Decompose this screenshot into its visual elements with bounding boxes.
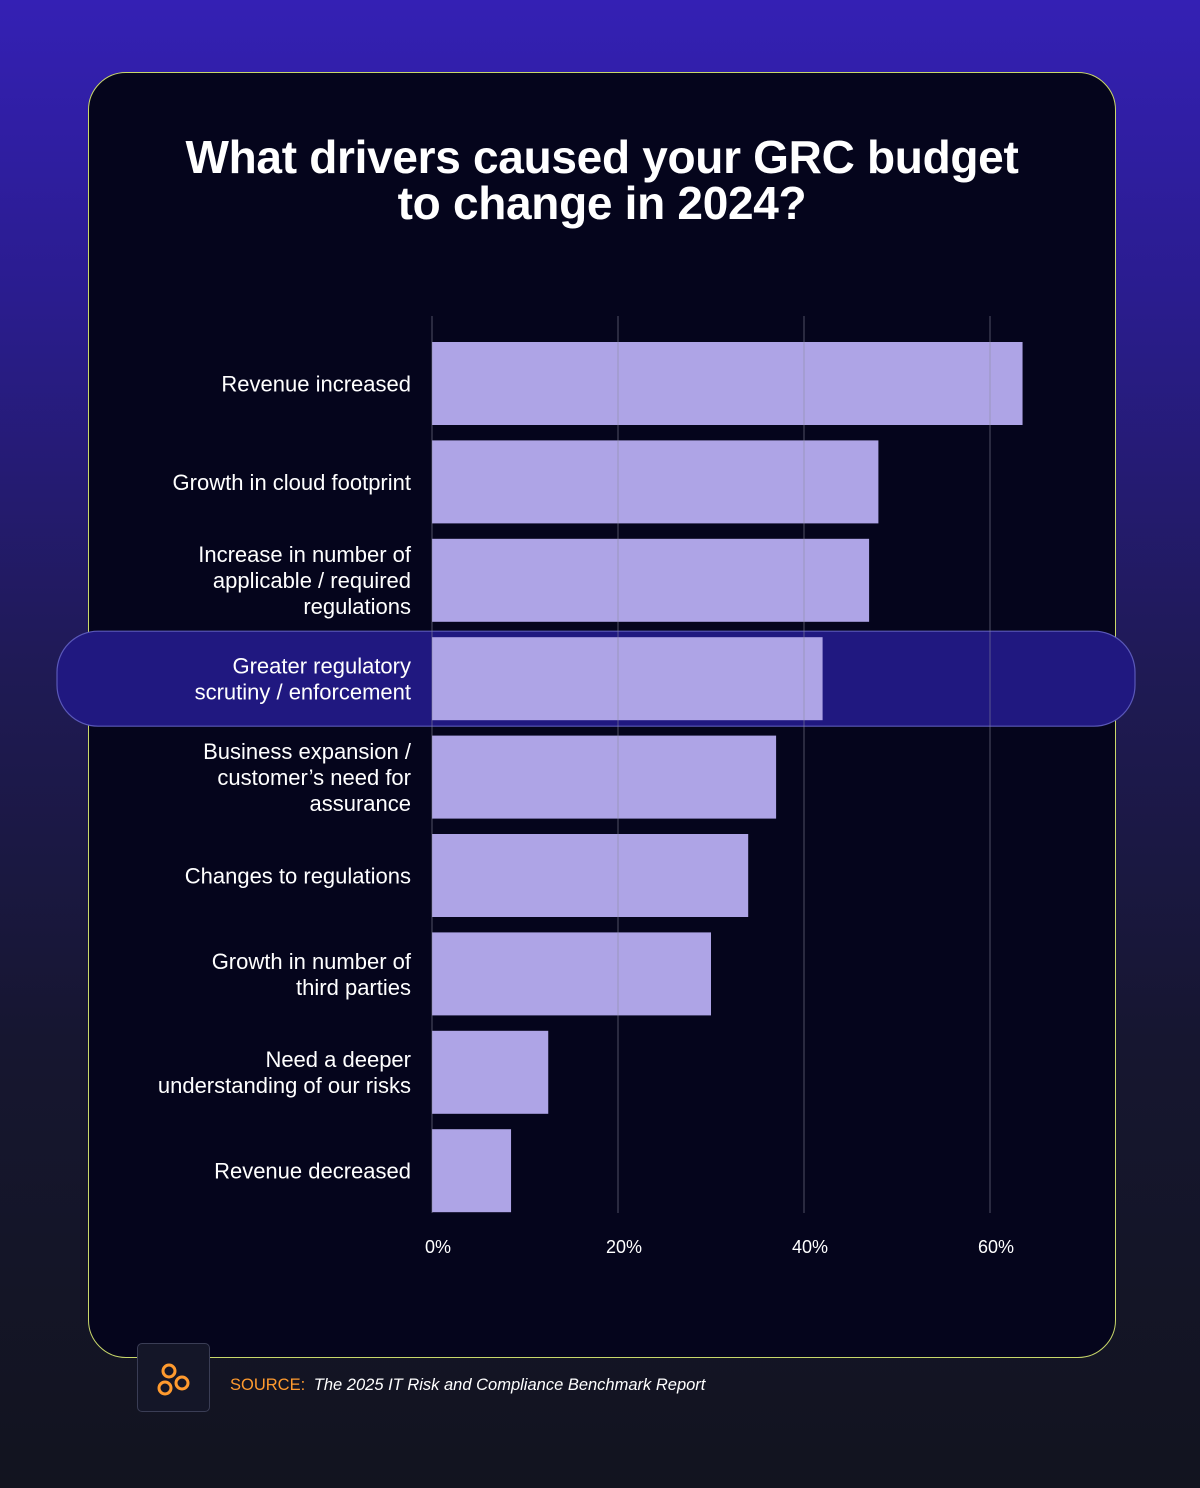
category-label-line: regulations — [303, 594, 411, 619]
source-label: SOURCE: — [230, 1376, 306, 1394]
bar-3 — [432, 538, 870, 622]
bar-9 — [432, 1129, 512, 1213]
bar-7 — [432, 932, 711, 1016]
chart-title-line-2: to change in 2024? — [397, 177, 807, 229]
brand-logo — [137, 1343, 210, 1412]
category-label-line: Increase in number of — [198, 542, 412, 567]
category-label-7: Growth in number of third parties — [212, 949, 412, 1000]
x-tick-label-2: 40% — [792, 1237, 828, 1257]
x-tick-label-3: 60% — [978, 1237, 1014, 1257]
category-label-line: customer’s need for — [217, 765, 411, 790]
category-label-2: Growth in cloud footprint — [173, 470, 411, 495]
category-label-line: Changes to regulations — [185, 863, 411, 888]
category-label-line: Greater regulatory — [232, 654, 411, 679]
x-tick-label-0: 0% — [425, 1237, 451, 1257]
category-label-1: Revenue increased — [221, 371, 411, 396]
category-label-line: assurance — [309, 791, 411, 816]
category-label-6: Changes to regulations — [185, 863, 411, 888]
source-text: The 2025 IT Risk and Compliance Benchmar… — [313, 1376, 706, 1394]
source-note: SOURCE: The 2025 IT Risk and Compliance … — [230, 1374, 705, 1396]
bar-6 — [432, 834, 749, 917]
category-label-9: Revenue decreased — [214, 1159, 411, 1184]
bar-1 — [432, 342, 1023, 425]
category-label-4: Greater regulatory scrutiny / enforcement — [195, 654, 411, 705]
category-label-line: Growth in cloud footprint — [173, 470, 411, 495]
category-label-5: Business expansion / customer’s need for a… — [203, 739, 412, 816]
category-label-8: Need a deeper understanding of our risks — [158, 1047, 411, 1098]
bar-8 — [432, 1030, 549, 1114]
category-label-line: Revenue increased — [221, 371, 411, 396]
category-label-line: Business expansion / — [203, 739, 412, 764]
category-label-line: understanding of our risks — [158, 1073, 411, 1098]
bar-2 — [432, 440, 879, 524]
category-label-line: Revenue decreased — [214, 1159, 411, 1184]
chart-title: What drivers caused your GRC budget to c… — [88, 134, 1116, 226]
category-label-line: Need a deeper — [265, 1047, 411, 1072]
brand-logo-icon — [157, 1363, 190, 1396]
bar-4 — [432, 637, 823, 721]
category-label-line: third parties — [296, 975, 411, 1000]
x-tick-label-1: 20% — [606, 1237, 642, 1257]
category-label-line: applicable / required — [213, 568, 411, 593]
bar-5 — [432, 735, 777, 819]
category-label-line: scrutiny / enforcement — [195, 680, 411, 705]
category-label-line: Growth in number of — [212, 949, 412, 974]
category-label-3: Increase in number of applicable / requir… — [198, 542, 412, 619]
chart-title-line-1: What drivers caused your GRC budget — [185, 131, 1019, 183]
